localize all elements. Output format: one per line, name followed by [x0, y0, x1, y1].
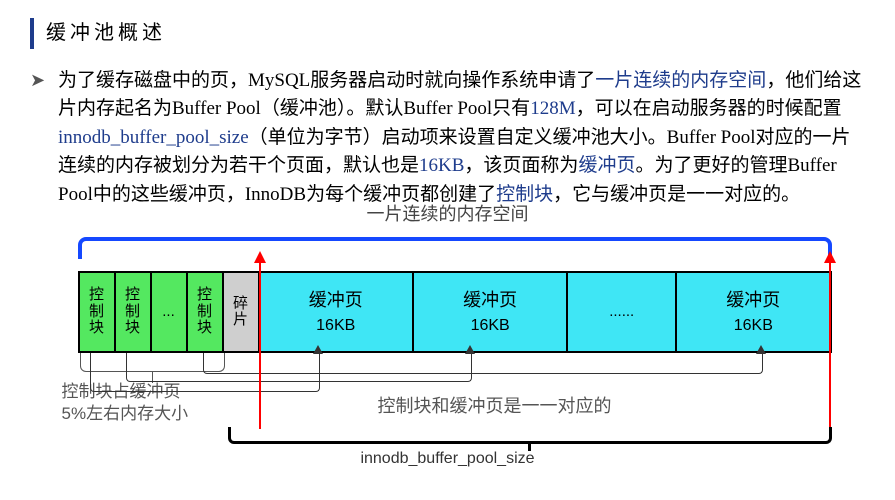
buffer-page: 缓冲页16KB	[677, 273, 829, 351]
memory-row: 控制块 控制块 ... 控制块 碎片 缓冲页16KB 缓冲页16KB .....…	[78, 271, 832, 353]
hl: 缓冲页	[578, 155, 635, 176]
top-bracket	[78, 237, 832, 259]
ctrl-dots: ...	[152, 273, 188, 351]
buffer-page: 缓冲页16KB	[260, 273, 414, 351]
red-line	[259, 261, 261, 429]
title-block: 缓冲池概述	[30, 18, 865, 49]
buffer-page: 缓冲页16KB	[414, 273, 568, 351]
map-line-3	[203, 353, 763, 374]
bullet-icon: ➤	[30, 67, 45, 94]
hl: innodb_buffer_pool_size	[58, 127, 249, 148]
red-arrow-icon	[824, 251, 836, 263]
fragment: 碎片	[224, 273, 260, 351]
hl: 128M	[530, 98, 575, 119]
top-label: 一片连续的内存空间	[58, 201, 838, 228]
buffer-pool-diagram: 一片连续的内存空间 控制块 控制块 ... 控制块 碎片 缓冲页16KB 缓冲页…	[58, 221, 838, 466]
page-title: 缓冲池概述	[46, 22, 166, 44]
text: 为了缓存磁盘中的页，MySQL服务器启动时就向操作系统申请了	[58, 70, 595, 91]
body-paragraph: ➤ 为了缓存磁盘中的页，MySQL服务器启动时就向操作系统申请了一片连续的内存空…	[30, 67, 865, 210]
hl: 一片连续的内存空间	[595, 70, 766, 91]
bottom-label: innodb_buffer_pool_size	[58, 447, 838, 471]
arrow-up-icon	[756, 345, 766, 354]
hl: 16KB	[419, 155, 464, 176]
ctrl-block: 控制块	[80, 273, 116, 351]
text: ，可以在启动服务器的时候配置	[576, 98, 842, 119]
text: ，该页面称为	[464, 155, 578, 176]
red-arrow-icon	[254, 251, 266, 263]
mid-note: 控制块和缓冲页是一一对应的	[378, 393, 612, 420]
ctrl-block: 控制块	[116, 273, 152, 351]
page-dots: ......	[568, 273, 677, 351]
red-line	[829, 261, 831, 429]
ctrl-block: 控制块	[188, 273, 224, 351]
